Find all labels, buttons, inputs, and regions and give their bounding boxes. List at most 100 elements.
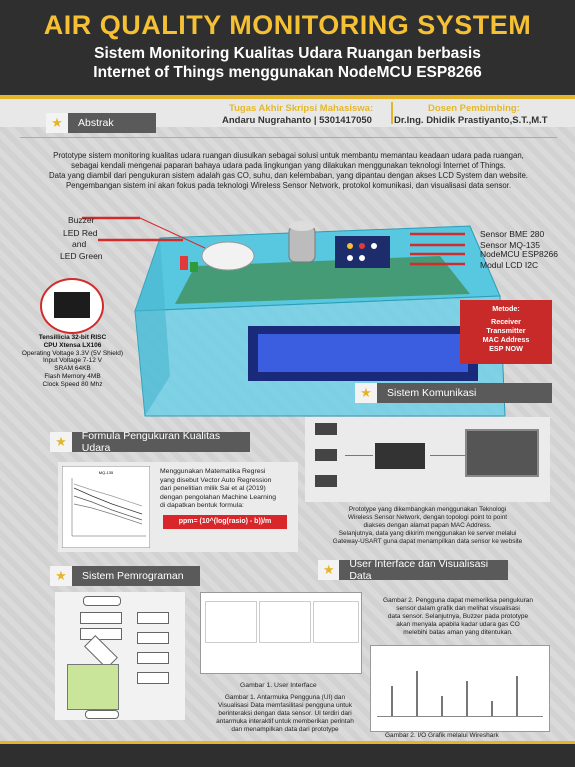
ui-desc2: Gambar 2. Pengguna dapat memeriksa pengu… [368, 597, 548, 637]
ui-desc2-line: Gambar 2. Pengguna dapat memeriksa pengu… [383, 597, 533, 604]
cpu-spec: SRAM 64KB [54, 365, 91, 373]
abstract-line: sebagai kendali mengenai paparan bahaya … [71, 161, 506, 170]
ui-desc2-line: melebihi batas aman yang ditentukan. [403, 629, 513, 636]
advisor-label: Dosen Pembimbing: [428, 103, 520, 114]
info-divider [391, 102, 393, 124]
node-3 [315, 475, 337, 487]
ui-desc2-line: data sensor. Selanjutnya, Buzzer pada pr… [387, 613, 529, 620]
node-2 [315, 449, 337, 461]
flow-green-block [67, 664, 119, 710]
ui-desc2-line: akan menyala apabila kadar udara gas CO [396, 621, 520, 628]
flowchart [55, 592, 185, 720]
footer-band [0, 744, 575, 767]
cpu-title1: Tensillicia 32-bit RISC [38, 334, 107, 341]
cpu-spec: Flash Memory 4MB [44, 372, 101, 380]
ui-caption2: Gambar 2. I/O Grafik melalui Wireshark [385, 732, 499, 739]
cpu-spec: Operating Voltage 3.3V (5V Shield) [21, 349, 124, 357]
ui-heading: User Interface dan Visualisasi Data [349, 558, 489, 582]
ui-desc2-line: sensor dalam grafik dan melihat visualis… [396, 605, 520, 612]
komunikasi-heading: Sistem Komunikasi [387, 387, 477, 399]
star-icon: ★ [50, 566, 72, 586]
ui-desc1-line: dan menampilkan data dari prototype [231, 726, 339, 733]
laptop-screen [465, 429, 539, 477]
cpu-spec: Input Voltage 7-12 V [43, 357, 102, 365]
flow-end [85, 710, 119, 719]
flow-step [80, 628, 122, 640]
metode-title: Metode: [492, 304, 520, 313]
ui-banner: ★ User Interface dan Visualisasi Data [318, 558, 508, 582]
buzzer-shape [201, 241, 255, 271]
label-sensor-bme280: Sensor BME 280 [480, 229, 545, 239]
abstract-line: Data yang diambil dari pengukuran sistem… [49, 171, 528, 180]
metode-line: Transmitter [486, 326, 526, 335]
star-icon: ★ [50, 432, 72, 452]
case-left [135, 238, 170, 416]
gateway-device [375, 443, 425, 469]
formula-line: di dapatkan bentuk formula: [160, 502, 244, 510]
komunikasi-line: Selanjutnya, data yang dikirim menggunak… [338, 530, 517, 537]
abstract-line: Prototype sistem monitoring kualitas uda… [53, 151, 524, 160]
ui-screenshot [200, 592, 362, 674]
lcd-screen [258, 334, 468, 372]
header-band [0, 0, 575, 97]
cpu-title2: CPU Xtensa LX106 [43, 341, 102, 349]
chip-shape [54, 292, 90, 318]
label-buzzer: Buzzer [68, 215, 95, 225]
ui-desc1-line: Visualisasi Data memfasilitasi pengguna … [218, 702, 352, 709]
formula-line: yang disebut Vector Auto Regression [160, 476, 272, 484]
flow-start [83, 596, 121, 606]
formula-box: ppm= (10^(log(rasio) - b))/m [163, 515, 287, 529]
cpu-spec: Clock Speed 80 Mhz [42, 380, 103, 388]
student-value: Andaru Nugrahanto | 5301417050 [222, 115, 372, 126]
abstract-heading: Abstrak [78, 117, 114, 129]
student-label: Tugas Akhir Skripsi Mahasiswa: [229, 103, 374, 114]
formula-line: dengan pengolahan Machine Learning [160, 493, 277, 501]
metode-line: ESP NOW [489, 344, 523, 353]
poster-subtitle-line2: Internet of Things menggunakan NodeMCU E… [93, 64, 482, 81]
poster-title: AIR QUALITY MONITORING SYSTEM [43, 10, 532, 40]
label-and: and [72, 239, 87, 249]
network-diagram [305, 417, 550, 502]
ui-desc1: Gambar 1. Antarmuka Pengguna (UI) dan Vi… [205, 694, 365, 734]
formula-heading: Formula Pengukuran Kualitas Udara [81, 430, 221, 454]
formula-line: Menggunakan Matematika Regresi [160, 468, 266, 475]
metode-line: Receiver [491, 317, 521, 326]
mq135-chart: MQ-135 [62, 466, 150, 548]
komunikasi-line: Gateway-USART guna dapat menampilkan dat… [332, 538, 523, 545]
ui-chart-1 [205, 601, 257, 643]
sensor-mq135-top [289, 221, 315, 231]
abstract-rule [20, 137, 557, 138]
abstract-line: Pengembangan sistem ini akan fokus pada … [65, 181, 512, 190]
chart-title: MQ-135 [99, 470, 114, 475]
komunikasi-line: Prototype yang dikembangkan menggunakan … [348, 506, 507, 513]
flow-step [80, 612, 122, 624]
ui-desc1-line: antarmuka interaktif untuk memberikan pe… [216, 718, 354, 725]
header-accent-stripe [0, 95, 575, 99]
node-1 [315, 423, 337, 435]
advisor-value: Dr.Ing. Dhidik Prastiyanto,S.T.,M.T [394, 115, 548, 126]
komunikasi-desc: Prototype yang dikembangkan menggunakan … [305, 506, 550, 546]
label-sensor-mq135: Sensor MQ-135 [480, 240, 540, 250]
led-green [190, 262, 198, 272]
komunikasi-line: Wireless Sensor Network, dengan topologi… [347, 514, 508, 521]
komunikasi-line: diakses dengan alamat papan MAC Address. [363, 522, 492, 529]
pemrograman-banner: ★ Sistem Pemrograman [50, 566, 200, 586]
abstract-banner: ★ Abstrak [46, 113, 156, 133]
formula-desc: Menggunakan Matematika Regresi yang dise… [160, 468, 295, 511]
ui-chart-2 [259, 601, 311, 643]
keypad-shape [335, 236, 390, 268]
ui-chart-3 [313, 601, 359, 643]
abstract-body: Prototype sistem monitoring kualitas uda… [18, 151, 559, 191]
cpu-specs: Tensillicia 32-bit RISC CPU Xtensa LX106… [10, 334, 135, 389]
label-nodemcu: NodeMCU ESP8266 [480, 249, 558, 259]
star-icon: ★ [46, 113, 68, 133]
pcb-board [175, 256, 470, 304]
formula-banner: ★ Formula Pengukuran Kualitas Udara [50, 430, 250, 454]
ui-caption1: Gambar 1. User Interface [240, 682, 317, 689]
label-lcd: Modul LCD I2C [480, 260, 539, 270]
nodemcu-image [40, 278, 104, 334]
star-icon: ★ [355, 383, 377, 403]
flow-step [137, 612, 169, 624]
star-icon: ★ [318, 560, 340, 580]
footer-accent-stripe [0, 741, 575, 744]
